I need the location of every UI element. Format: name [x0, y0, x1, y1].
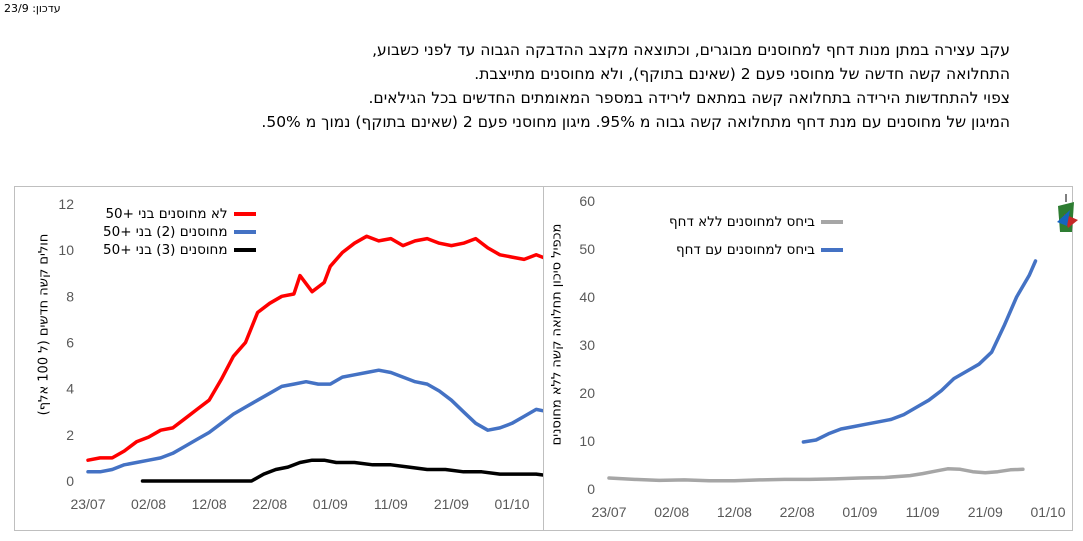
chart-legend: ביחס למחוסנים ללא דחף ביחס למחוסנים עם ד… — [669, 213, 843, 259]
y-tick-label: 2 — [66, 427, 74, 443]
y-tick-label: 30 — [579, 337, 595, 353]
x-tick-label: 23/07 — [591, 504, 626, 520]
x-tick-label: 12/08 — [717, 504, 752, 520]
y-tick-label: 8 — [66, 288, 74, 304]
legend-label: לא מחוסנים בני +50 — [105, 206, 228, 222]
summary-line: עקב עצירה במתן מנות דחף למחוסנים מבוגרים… — [372, 41, 1010, 59]
x-tick-label: 01/09 — [313, 496, 348, 512]
legend-swatch — [820, 220, 843, 224]
y-tick-label: 0 — [587, 481, 595, 497]
y-tick-label: 40 — [579, 289, 595, 305]
y-tick-label: 6 — [66, 335, 74, 351]
legend-swatch — [820, 248, 843, 252]
legend-item: ביחס למחוסנים עם דחף — [669, 241, 843, 259]
x-tick-label: 21/09 — [968, 504, 1003, 520]
y-tick-label: 0 — [66, 473, 74, 489]
legend-label: מחוסנים (3) בני +50 — [103, 242, 228, 258]
summary-text: עקב עצירה במתן מנות דחף למחוסנים מבוגרים… — [0, 38, 1010, 134]
y-tick-label: 50 — [579, 241, 595, 257]
y-tick-label: 60 — [579, 193, 595, 209]
series-line — [140, 458, 543, 483]
summary-line: התחלואה קשה חדשה של מחוסני פעם 2 (שאינם … — [474, 65, 1010, 83]
x-tick-label: 01/10 — [494, 496, 529, 512]
severe-cases-chart: 0 2 4 6 8 10 12 23/07 02/08 12/08 22/08 01/09 11/09 2… — [14, 186, 544, 531]
series-line — [86, 234, 543, 462]
ministry-logo-icon — [1057, 194, 1078, 232]
x-tick-label: 22/08 — [252, 496, 287, 512]
y-tick-label: 10 — [58, 242, 74, 258]
y-tick-label: 20 — [579, 385, 595, 401]
legend-label: מחוסנים (2) בני +50 — [103, 224, 228, 240]
x-tick-label: 22/08 — [780, 504, 815, 520]
series-line — [607, 467, 1025, 483]
y-tick-label: 12 — [58, 196, 74, 212]
legend-item: מחוסנים (3) בני +50 — [103, 241, 256, 259]
legend-swatch — [233, 212, 256, 216]
legend-swatch — [233, 248, 256, 252]
legend-swatch — [233, 230, 256, 234]
x-tick-label: 21/09 — [434, 496, 469, 512]
y-axis-label: חולים קשה חדשים (ל 100 אלף) — [36, 233, 52, 416]
x-tick-label: 01/09 — [842, 504, 877, 520]
series-line — [86, 368, 543, 474]
y-tick-label: 4 — [66, 381, 74, 397]
legend-label: ביחס למחוסנים עם דחף — [675, 242, 815, 258]
x-tick-label: 01/10 — [1030, 504, 1065, 520]
legend-label: ביחס למחוסנים ללא דחף — [669, 214, 815, 230]
update-date-label: עדכון: 23/9 — [4, 2, 61, 15]
y-axis-label: מכפיל סיכון תחלואה קשה ללא מחוסנים — [549, 223, 565, 446]
legend-item: ביחס למחוסנים ללא דחף — [669, 213, 843, 231]
legend-item: מחוסנים (2) בני +50 — [103, 223, 256, 241]
y-tick-label: 10 — [579, 433, 595, 449]
series-line — [801, 259, 1038, 444]
summary-line: המיגון של מחוסנים עם מנת דחף מתחלואה קשה… — [261, 113, 1010, 131]
x-tick-label: 11/09 — [906, 504, 940, 520]
severe-cases-plot: 0 2 4 6 8 10 12 23/07 02/08 12/08 22/08 01/09 11/09 2… — [58, 196, 543, 512]
summary-line: צפוי להתחדשות הירידה בתחלואה קשה במתאם ל… — [368, 89, 1011, 107]
legend-item: לא מחוסנים בני +50 — [103, 205, 256, 223]
x-tick-label: 11/09 — [374, 496, 408, 512]
chart-legend: לא מחוסנים בני +50 מחוסנים (2) בני +50 מ… — [103, 205, 256, 259]
x-tick-label: 02/08 — [131, 496, 166, 512]
x-tick-label: 02/08 — [654, 504, 689, 520]
x-tick-label: 12/08 — [192, 496, 227, 512]
x-tick-label: 23/07 — [70, 496, 105, 512]
risk-multiplier-plot: 0 10 20 30 40 50 60 23/07 02/08 12/08 22/08 01/09 11… — [579, 193, 1065, 520]
risk-multiplier-chart: 0 10 20 30 40 50 60 23/07 02/08 12/08 22/08 01/09 11… — [543, 186, 1073, 531]
